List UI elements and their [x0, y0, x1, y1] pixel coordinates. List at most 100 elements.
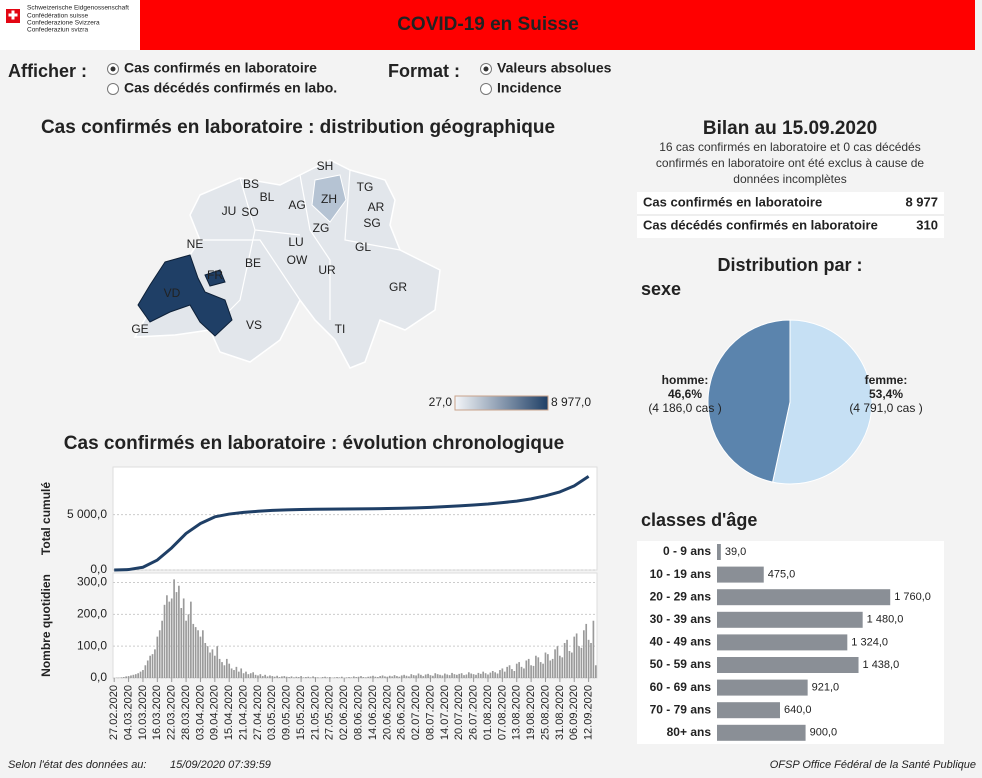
- bar: [180, 608, 183, 678]
- logo-text: Confederazione Svizzera: [27, 20, 100, 27]
- x-tick-label: 14.06.2020: [367, 685, 379, 740]
- bar: [340, 676, 343, 678]
- bar: [170, 598, 173, 678]
- bar: [187, 614, 190, 678]
- bar: [717, 544, 721, 560]
- bar: [460, 673, 463, 678]
- bar: [501, 668, 504, 678]
- bar: [199, 636, 202, 678]
- y-tick-label: 10 - 19 ans: [650, 567, 712, 581]
- bar: [182, 598, 185, 678]
- bar: [259, 674, 262, 678]
- bar: [472, 674, 475, 678]
- x-tick-label: 09.05.2020: [281, 685, 293, 740]
- bar: [374, 676, 377, 678]
- y-tick-label: 5 000,0: [67, 507, 107, 521]
- canton-label: VD: [164, 286, 181, 300]
- bar: [372, 675, 374, 678]
- bilan-note: 16 cas confirmés en laboratoire et 0 cas…: [655, 140, 925, 186]
- bar: [511, 669, 513, 678]
- bar: [561, 657, 564, 678]
- line: [114, 475, 590, 572]
- bar: [216, 646, 219, 678]
- canton-label: SG: [363, 216, 380, 230]
- bar: [578, 646, 580, 678]
- bar: [228, 663, 231, 678]
- canton-label: BL: [260, 190, 275, 204]
- bar: [376, 677, 379, 678]
- x-tick-label: 19.08.2020: [525, 685, 537, 740]
- pie-value-label: 46,6%: [668, 387, 702, 401]
- table-value: 8 977: [905, 194, 938, 209]
- bar: [333, 677, 336, 678]
- map-title: Cas confirmés en laboratoire : distribut…: [41, 117, 555, 138]
- radio[interactable]: [480, 83, 492, 95]
- bar: [424, 674, 427, 678]
- bar: [549, 660, 552, 678]
- bar: [482, 671, 485, 678]
- canton-label: ZG: [313, 221, 330, 235]
- radio-label[interactable]: Valeurs absolues: [497, 60, 612, 76]
- bar: [458, 673, 461, 678]
- bar: [149, 655, 151, 678]
- x-tick-label: 01.08.2020: [482, 685, 494, 740]
- bar: [451, 672, 453, 678]
- radio-label[interactable]: Incidence: [497, 80, 562, 96]
- radio-label[interactable]: Cas confirmés en laboratoire: [124, 60, 317, 76]
- bar: [441, 675, 444, 678]
- x-tick-label: 31.08.2020: [554, 685, 566, 740]
- x-tick-label: 27.04.2020: [252, 685, 264, 740]
- bar: [357, 676, 360, 678]
- canton-label: SO: [241, 205, 258, 219]
- table-label: Cas confirmés en laboratoire: [643, 194, 822, 209]
- bar: [257, 675, 259, 678]
- bar: [475, 674, 477, 678]
- x-tick-label: 16.03.2020: [151, 685, 163, 740]
- table-label: Cas décédés confirmés en laboratoire: [643, 217, 878, 232]
- x-tick-label: 27.05.2020: [324, 685, 336, 740]
- bar: [384, 676, 386, 678]
- bar: [317, 677, 319, 678]
- bar: [590, 643, 592, 678]
- bar: [594, 665, 597, 678]
- bar: [422, 676, 425, 678]
- header-bar: [140, 0, 975, 50]
- bar: [434, 673, 437, 678]
- bar: [420, 674, 422, 678]
- bar: [266, 676, 269, 678]
- bar: [225, 658, 228, 678]
- bar: [362, 677, 365, 678]
- bar: [293, 677, 295, 678]
- bar: [573, 636, 576, 678]
- map-canton-vd: [137, 254, 233, 337]
- x-tick-label: 04.03.2020: [122, 685, 134, 740]
- radio-label[interactable]: Cas décédés confirmés en labo.: [124, 80, 337, 96]
- bar: [190, 601, 192, 678]
- chart-title: sexe: [641, 279, 681, 299]
- canton-label: SH: [317, 159, 334, 173]
- bar: [125, 676, 128, 678]
- canton-label: ZH: [321, 192, 337, 206]
- bar: [264, 674, 266, 678]
- x-tick-label: 20.07.2020: [453, 685, 465, 740]
- bar: [496, 673, 499, 678]
- bar: [436, 674, 439, 678]
- logo-text: Schweizerische Eidgenossenschaft: [27, 5, 129, 12]
- bar: [237, 671, 240, 678]
- bar: [122, 677, 125, 678]
- bar: [348, 677, 350, 678]
- x-tick-label: 13.08.2020: [511, 685, 523, 740]
- bar: [247, 674, 250, 678]
- bar: [396, 676, 398, 678]
- bar: [417, 673, 420, 678]
- bar: [309, 677, 312, 678]
- x-tick-label: 27.02.2020: [108, 685, 120, 740]
- canton-label: FR: [207, 268, 223, 282]
- bar: [364, 677, 367, 678]
- bar: [297, 677, 300, 678]
- bar: [338, 677, 341, 678]
- y-tick-label: 20 - 29 ans: [650, 589, 712, 603]
- radio[interactable]: [107, 83, 119, 95]
- bar: [240, 668, 243, 678]
